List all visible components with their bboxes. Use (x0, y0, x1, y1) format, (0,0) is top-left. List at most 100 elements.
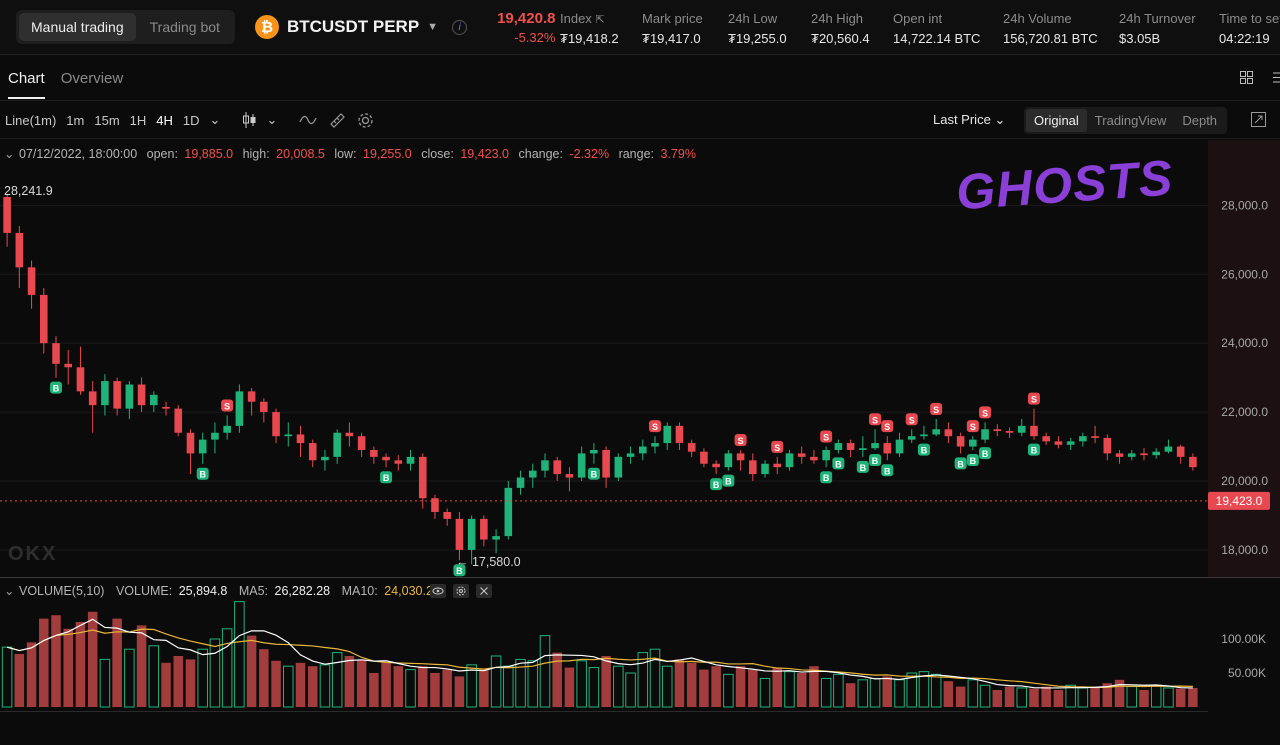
badge-label: B (957, 459, 964, 469)
grid (0, 204, 1208, 551)
view-tradingview[interactable]: TradingView (1094, 113, 1167, 128)
buy-signal-badge: B (856, 460, 869, 473)
volume-legend-text: VOLUME(5,10) VOLUME: 25,894.8 MA5: 26,28… (19, 584, 440, 598)
candlestick-type-icon[interactable] (242, 112, 256, 128)
volume-bar-up (833, 673, 844, 708)
sell-signal-badge: S (1027, 392, 1040, 405)
badge-background (221, 399, 234, 412)
buy-signal-badge: B (380, 471, 393, 484)
stat-value: ₮19,417.0 (642, 31, 701, 46)
candle-up (724, 453, 733, 468)
pair-selector[interactable]: ₿ BTCUSDT PERP ▼ (254, 15, 438, 39)
badge-label: B (713, 480, 720, 490)
volume-bar-up (613, 665, 624, 708)
badge-label: B (872, 456, 879, 466)
candle-down (174, 408, 183, 433)
candle-down (883, 443, 892, 454)
candle-down (602, 449, 610, 478)
candle-up (1127, 453, 1136, 457)
badge-background (1027, 443, 1040, 456)
badge-background (905, 413, 918, 426)
view-depth[interactable]: Depth (1182, 113, 1218, 128)
trading-bot-tab[interactable]: Trading bot (149, 19, 220, 35)
candle-down (76, 367, 85, 392)
settings-gear-icon[interactable] (357, 112, 374, 129)
tab-chart[interactable]: Chart (8, 60, 45, 99)
interval-1d[interactable]: 1D (182, 112, 200, 128)
interval-1m[interactable]: 1m (66, 112, 85, 128)
candle-down (1030, 425, 1038, 437)
badge-label: B (383, 473, 390, 483)
close-label: close: (421, 147, 454, 161)
candle-up (590, 449, 598, 454)
candle-down (797, 453, 806, 457)
stat-24h-high: 24h High ₮20,560.4 (811, 11, 870, 46)
price-chart[interactable]: 28,000.0 26,000.0 24,000.0 22,000.0 20,000.0… (0, 140, 1280, 745)
tab-overview[interactable]: Overview (60, 69, 124, 87)
stat-value: 04:22:19 (1219, 31, 1270, 46)
candle-down (736, 453, 745, 461)
sell-signal-badge: S (881, 420, 894, 433)
candle-down (553, 460, 562, 475)
volume-bar-up (331, 652, 343, 708)
candle-down (186, 432, 195, 454)
info-icon[interactable]: i (452, 19, 468, 35)
menu-icon[interactable] (1270, 71, 1280, 84)
ohlc-date: 07/12/2022, 18:00:00 (19, 147, 137, 161)
sell-signal-badge: S (979, 406, 992, 419)
volume-label: VOLUME: (116, 584, 172, 598)
chevron-down-icon[interactable]: ⌄ (266, 112, 278, 127)
volume-bar-up (148, 645, 160, 708)
interval-line-1m[interactable]: Line(1m) (5, 112, 57, 128)
volume-bar-down (809, 666, 819, 707)
interval-4h[interactable]: 4H (156, 112, 173, 128)
badge-background (722, 474, 735, 487)
stat-label: Mark price (642, 11, 703, 26)
candle-down (480, 518, 488, 540)
ohlc-text: 07/12/2022, 18:00:00 open: 19,885.0 high… (19, 147, 696, 161)
candle-up (577, 453, 586, 478)
badge-label: S (774, 443, 780, 453)
volume-bar-down (735, 666, 746, 707)
badge-background (954, 457, 967, 470)
candle-down (345, 432, 354, 437)
candle-up (321, 456, 329, 461)
indicator-icon[interactable] (299, 114, 317, 126)
candle-up (211, 432, 219, 440)
view-switcher: Original TradingView Depth (1024, 107, 1228, 134)
candle-up (614, 456, 623, 478)
last-price-select[interactable]: Last Price ⌄ (933, 112, 1005, 128)
candle-down (370, 449, 378, 457)
volume-bar-down (1004, 686, 1015, 707)
interval-15m[interactable]: 15m (94, 112, 120, 128)
eye-icon[interactable] (430, 584, 446, 598)
candle-down (944, 429, 953, 437)
price-tick-label: 26,000.0 (1221, 267, 1268, 281)
volume-bar-down (381, 662, 391, 707)
settings-gear-icon[interactable] (453, 584, 469, 598)
candle-down (113, 381, 121, 409)
chevron-down-icon[interactable]: ⌄ (4, 584, 14, 598)
candle-down (394, 460, 403, 464)
fullscreen-icon[interactable] (1251, 112, 1266, 127)
sell-signal-badge: S (869, 413, 882, 426)
volume-bar-down (63, 628, 74, 707)
ruler-icon[interactable] (329, 112, 346, 128)
manual-trading-tab[interactable]: Manual trading (19, 13, 136, 41)
volume-bar-up (283, 665, 294, 708)
sell-signal-badge: S (649, 420, 662, 433)
sell-signal-badge: S (221, 399, 234, 412)
chevron-down-icon[interactable]: ⌄ (209, 112, 221, 127)
buy-signal-badge: B (196, 467, 209, 480)
candle-down (810, 456, 818, 461)
badge-background (50, 381, 63, 394)
close-icon[interactable] (476, 584, 492, 598)
chevron-down-icon[interactable]: ⌄ (4, 147, 14, 161)
view-original[interactable]: Original (1026, 109, 1087, 132)
interval-1h[interactable]: 1H (129, 112, 147, 128)
badge-label: B (725, 477, 732, 487)
layout-grid-icon[interactable] (1240, 71, 1253, 84)
stat-index[interactable]: Index ⇱ ₮19,418.2 (560, 11, 619, 46)
badge-background (966, 453, 979, 466)
buy-signal-badge: B (710, 478, 723, 491)
